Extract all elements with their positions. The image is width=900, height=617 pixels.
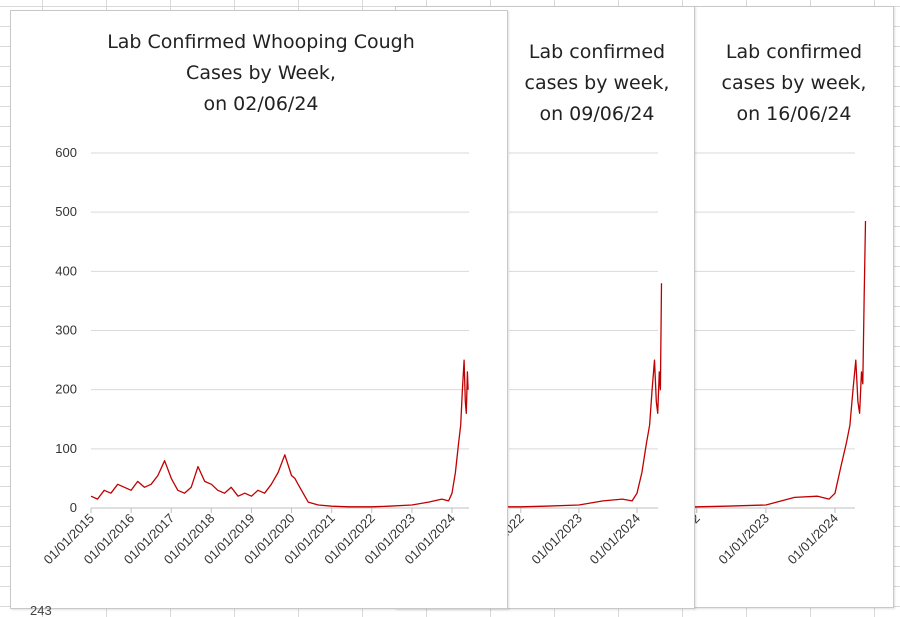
chart-title-2-line-2: cases by week, xyxy=(524,72,670,94)
series-line-0 xyxy=(598,220,867,508)
chart-title-1-line-3: on 02/06/24 xyxy=(203,93,319,115)
chart-title-2: Lab confirmed cases by week, on 09/06/24 xyxy=(502,37,692,130)
x-tick-label: 01/01/2023 xyxy=(715,511,772,568)
y-tick-label: 600 xyxy=(55,145,77,160)
x-tick-label: 01/01/2024 xyxy=(784,511,841,568)
chart-title-2-line-1: Lab confirmed xyxy=(528,41,666,63)
background-cell-text: 243 xyxy=(30,604,52,617)
chart-title-1-line-1: Lab Confirmed Whooping Cough xyxy=(107,31,415,53)
series-line-0 xyxy=(457,283,663,508)
x-tick-label: 01/01/2023 xyxy=(528,511,585,568)
chart-panel-3[interactable]: Lab confirmed cases by week, on 16/06/24… xyxy=(598,6,894,608)
y-tick-label: 300 xyxy=(55,323,77,338)
x-tick-label: 01/01/2024 xyxy=(586,511,643,568)
y-tick-label: 0 xyxy=(70,500,77,515)
chart-title-3-line-1: Lab confirmed xyxy=(725,41,863,63)
chart-title-1-line-2: Cases by Week, xyxy=(186,62,336,84)
y-tick-label: 100 xyxy=(55,441,77,456)
y-tick-label: 200 xyxy=(55,382,77,397)
chart-panel-1[interactable]: Lab Confirmed Whooping Cough Cases by We… xyxy=(10,10,508,609)
chart-title-2-line-3: on 09/06/24 xyxy=(539,103,655,125)
series-line-0 xyxy=(90,359,469,508)
chart-title-3-line-2: cases by week, xyxy=(721,72,867,94)
chart-title-1: Lab Confirmed Whooping Cough Cases by We… xyxy=(51,27,471,120)
chart-title-3: Lab confirmed cases by week, on 16/06/24 xyxy=(699,37,889,130)
y-tick-label: 500 xyxy=(55,204,77,219)
chart-plot-1: 010020030040050060001/01/201501/01/20160… xyxy=(40,145,469,567)
chart-title-3-line-3: on 16/06/24 xyxy=(736,103,852,125)
y-tick-label: 400 xyxy=(55,263,77,278)
